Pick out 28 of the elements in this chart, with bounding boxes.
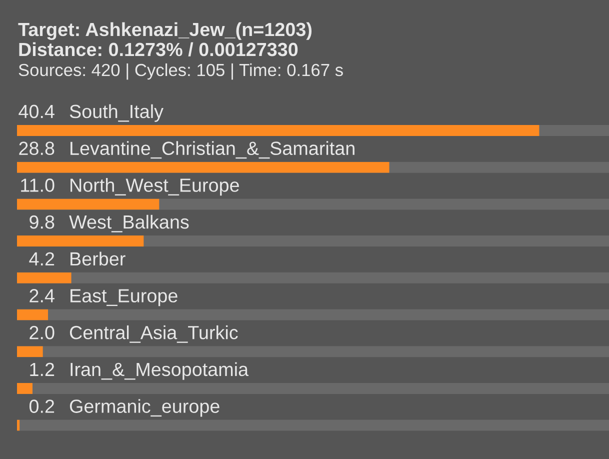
data-label: 11.0: [21, 178, 54, 192]
bar: [17, 236, 144, 247]
y-tick-label: Levantine_Christian_&_Samaritan: [70, 141, 354, 159]
data-label: 2.4: [30, 289, 54, 302]
data-label: 2.0: [30, 326, 54, 340]
data-label: 0.2: [29, 400, 54, 413]
y-tick-label: Central_Asia_Turkic: [70, 325, 238, 343]
y-tick-label: East_Europe: [70, 289, 178, 306]
bar: [17, 346, 43, 358]
data-label: 9.8: [30, 215, 54, 229]
y-tick-label: North_West_Europe: [70, 178, 239, 196]
bar: [17, 382, 33, 394]
bar: [17, 420, 20, 431]
y-tick-label: South_Italy: [70, 104, 164, 122]
chart-title: Target: Ashkenazi_Jew_(n=1203): [18, 22, 312, 40]
y-tick-label: Germanic_europe: [70, 399, 220, 417]
source-note: Sources: 420 | Cycles: 105 | Time: 0.167 s: [18, 63, 343, 80]
y-tick-label: Berber: [70, 252, 126, 266]
data-label: 1.2: [30, 362, 54, 376]
bar: [17, 309, 48, 320]
bar: [17, 198, 160, 210]
chart-subtitle: Distance: 0.1273% / 0.00127330: [19, 42, 298, 56]
y-tick-label: Iran_&_Mesopotamia: [70, 362, 249, 380]
bar: [17, 272, 72, 284]
data-label: 28.8: [19, 142, 54, 156]
y-tick-label: West_Balkans: [69, 214, 189, 232]
data-label: 4.2: [29, 252, 54, 266]
data-label: 40.4: [18, 104, 54, 118]
